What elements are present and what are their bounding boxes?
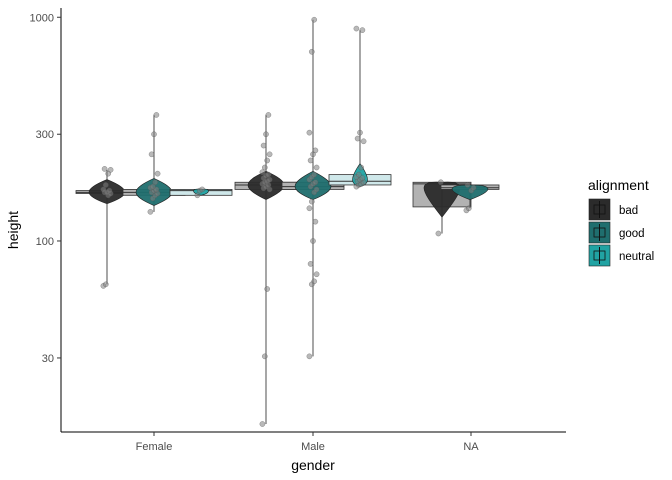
data-point <box>259 421 266 427</box>
data-point <box>259 169 266 176</box>
data-point <box>311 16 318 23</box>
group-neutral-female <box>169 186 233 199</box>
data-point <box>265 112 272 118</box>
data-point <box>357 129 363 136</box>
data-point <box>310 238 316 244</box>
x-tick-label: Male <box>301 441 325 453</box>
data-point <box>154 170 161 177</box>
data-point <box>313 186 320 193</box>
data-point <box>102 182 109 188</box>
data-point <box>266 176 273 183</box>
data-point <box>151 131 157 138</box>
data-point <box>465 205 472 212</box>
data-point <box>359 27 366 33</box>
data-point <box>360 138 367 145</box>
group-good-na <box>440 182 500 214</box>
x-tick-label: NA <box>463 441 479 453</box>
data-point <box>470 184 477 191</box>
legend-key-box <box>593 250 606 261</box>
data-point <box>354 135 361 142</box>
group-good-female <box>122 112 186 215</box>
legend-entry-good: good <box>588 221 645 244</box>
data-point <box>261 164 268 171</box>
y-tick-label: 300 <box>36 129 54 141</box>
data-point <box>152 179 159 186</box>
group-good-male <box>281 16 345 360</box>
group-neutral-male <box>328 25 392 190</box>
legend-entry-neutral: neutral <box>588 244 654 267</box>
data-point <box>153 112 160 118</box>
data-point <box>313 164 320 171</box>
data-point <box>147 208 154 215</box>
group-bad-female <box>75 166 139 289</box>
data-point <box>106 187 113 194</box>
data-point <box>265 171 272 178</box>
data-point <box>260 142 267 149</box>
y-tick-label: 30 <box>42 353 54 365</box>
data-point <box>311 278 318 285</box>
data-point <box>263 131 269 138</box>
data-point <box>306 205 313 212</box>
data-point <box>261 353 268 360</box>
data-point <box>312 218 319 225</box>
data-point <box>107 166 114 173</box>
x-axis-title: gender <box>291 457 335 473</box>
data-point <box>264 286 271 292</box>
legend-label: neutral <box>619 251 654 263</box>
violin <box>423 181 461 218</box>
data-point <box>437 179 444 186</box>
legend-label: good <box>619 228 645 240</box>
data-point <box>264 157 271 164</box>
y-tick-label: 100 <box>36 236 54 248</box>
data-point <box>102 281 109 288</box>
legend-key-box <box>593 204 606 215</box>
y-tick-label: 1000 <box>30 12 54 24</box>
data-point <box>148 151 155 158</box>
y-axis: 30 100 300 1000 <box>30 8 62 432</box>
x-tick-label: Female <box>136 441 173 453</box>
legend-title: alignment <box>588 177 649 193</box>
data-point <box>266 151 273 158</box>
data-point <box>359 175 366 181</box>
data-point <box>312 147 319 154</box>
data-point <box>100 186 107 193</box>
legend-entry-bad: bad <box>588 198 638 221</box>
data-point <box>306 353 313 360</box>
data-point <box>311 171 318 178</box>
data-point <box>464 182 471 188</box>
y-axis-title: height <box>5 211 21 249</box>
plot-panel <box>75 16 500 427</box>
data-point <box>306 129 313 136</box>
data-point <box>312 179 319 186</box>
data-point <box>313 271 320 278</box>
legend-label: bad <box>619 205 638 217</box>
legend-key-box <box>593 227 606 238</box>
x-axis: Female Male NA <box>61 431 566 453</box>
group-bad-male <box>234 112 298 427</box>
data-point <box>199 186 206 193</box>
data-point <box>355 171 362 178</box>
data-point <box>435 230 442 237</box>
data-point <box>308 48 315 55</box>
data-point <box>308 198 315 205</box>
data-point <box>194 192 201 199</box>
data-point <box>307 261 314 267</box>
data-point <box>307 157 314 164</box>
data-point <box>358 164 365 171</box>
data-point <box>101 166 108 172</box>
legend: alignment bad good neutral <box>588 177 654 267</box>
data-point <box>149 183 156 190</box>
data-point <box>353 25 360 32</box>
